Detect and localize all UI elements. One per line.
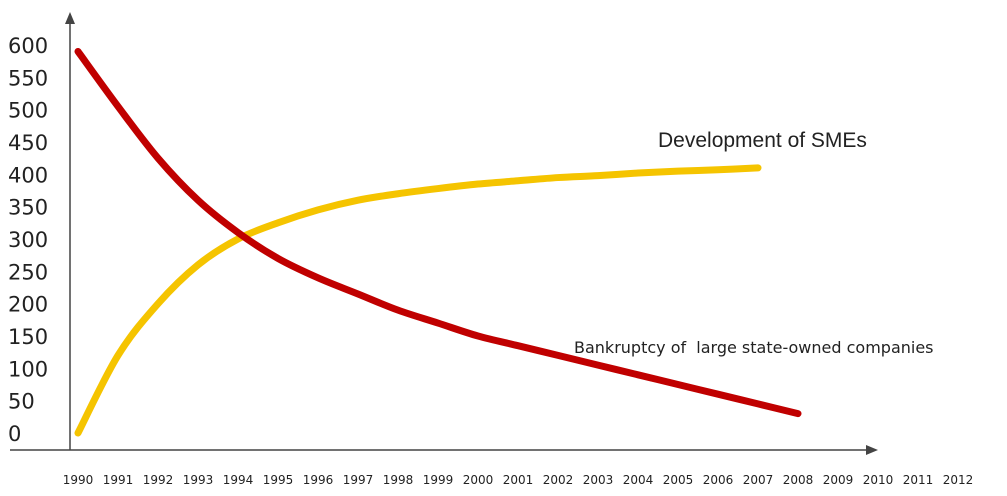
y-tick-label: 150: [8, 325, 48, 349]
x-tick-label: 2012: [943, 473, 974, 487]
y-tick-label: 400: [8, 163, 48, 187]
x-tick-label: 2003: [583, 473, 614, 487]
y-tick-label: 600: [8, 34, 48, 58]
x-tick-label: 1991: [103, 473, 134, 487]
y-tick-label: 250: [8, 260, 48, 284]
x-tick-label: 1994: [223, 473, 254, 487]
x-tick-label: 1997: [343, 473, 374, 487]
y-tick-label: 500: [8, 99, 48, 123]
y-tick-label: 450: [8, 131, 48, 155]
series-line-smes: [74, 164, 762, 437]
y-tick-label: 350: [8, 196, 48, 220]
x-axis-arrow-icon: [866, 445, 878, 455]
x-tick-label: 1998: [383, 473, 414, 487]
x-tick-label: 2009: [823, 473, 854, 487]
x-tick-labels: 1990 1991 1992 1993 1994 1995 1996 1997 1998 1999…: [63, 473, 974, 487]
x-tick-label: 1995: [263, 473, 294, 487]
x-tick-label: 2011: [903, 473, 934, 487]
x-tick-label: 2006: [703, 473, 734, 487]
x-tick-label: 2005: [663, 473, 694, 487]
series-lines: [74, 47, 802, 437]
x-tick-label: 2008: [783, 473, 814, 487]
y-tick-label: 50: [8, 390, 35, 414]
y-tick-label: 100: [8, 357, 48, 381]
y-tick-label: 0: [8, 422, 21, 446]
x-tick-label: 2002: [543, 473, 574, 487]
x-tick-label: 1990: [63, 473, 94, 487]
x-tick-label: 1996: [303, 473, 334, 487]
axes: [10, 12, 878, 455]
x-tick-label: 2004: [623, 473, 654, 487]
series-label-bankruptcy: Bankruptcy of large state-owned companie…: [574, 338, 934, 357]
x-tick-label: 1992: [143, 473, 174, 487]
y-tick-label: 550: [8, 66, 48, 90]
x-tick-label: 2007: [743, 473, 774, 487]
series-label-smes: Development of SMEs: [658, 129, 867, 152]
x-tick-label: 2001: [503, 473, 534, 487]
y-axis-arrow-icon: [65, 12, 75, 24]
y-tick-label: 200: [8, 293, 48, 317]
x-tick-label: 1993: [183, 473, 214, 487]
x-tick-label: 2010: [863, 473, 894, 487]
x-tick-label: 2000: [463, 473, 494, 487]
x-tick-label: 1999: [423, 473, 454, 487]
series-line-bankruptcy: [74, 47, 802, 418]
y-tick-label: 300: [8, 228, 48, 252]
